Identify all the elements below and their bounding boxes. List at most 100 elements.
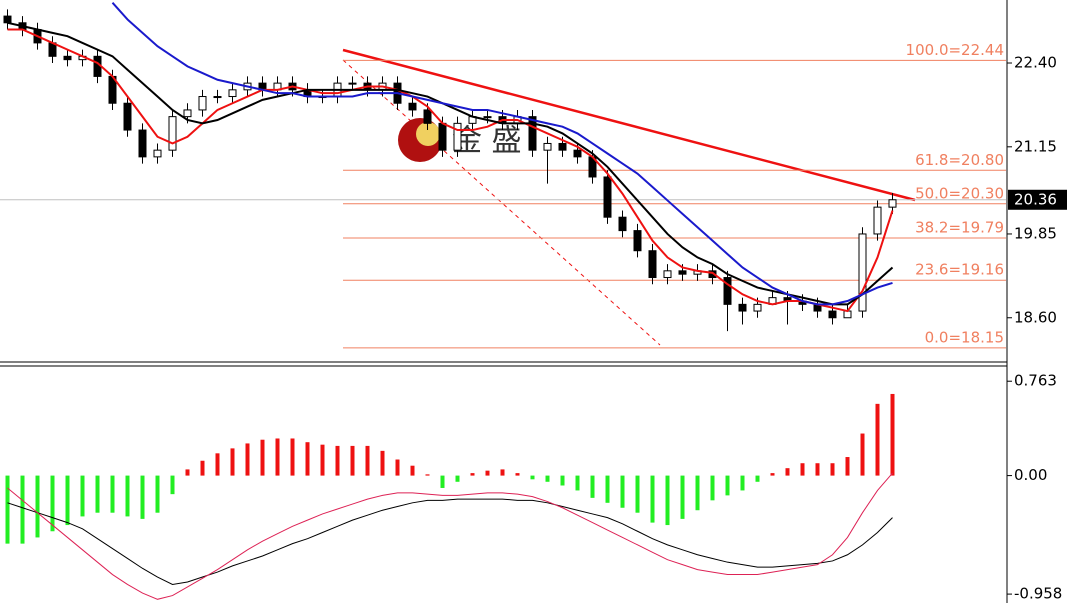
histogram-bar (725, 475, 730, 496)
series-line (7, 28, 894, 313)
candle-body (3, 15, 12, 24)
histogram-bar (290, 438, 295, 476)
histogram-bar (665, 475, 670, 526)
macd-panel (5, 393, 895, 600)
histogram-bar (440, 475, 445, 488)
candle-body (198, 96, 207, 111)
histogram-bar (95, 475, 100, 513)
watermark-text: 金 盛 (452, 124, 522, 159)
histogram-bar (365, 445, 370, 476)
histogram-bar (380, 450, 385, 476)
y-tick-label: 21.15 (1014, 137, 1057, 155)
candle-body (558, 142, 567, 151)
histogram-bar (875, 403, 880, 476)
histogram-bar (740, 475, 745, 491)
candle-body (573, 149, 582, 158)
candle-body (828, 310, 837, 319)
last-price-label: 20.36 (1014, 190, 1057, 208)
histogram-bar (305, 442, 310, 476)
histogram-bar (845, 457, 850, 476)
histogram-bar (455, 475, 460, 482)
histogram-bar (35, 475, 40, 538)
histogram-bar (65, 475, 70, 526)
histogram-bar (350, 445, 355, 476)
candle-body (873, 206, 882, 235)
candle-body (348, 82, 357, 85)
candle-body (543, 142, 552, 151)
y-tick-label: 19.85 (1014, 224, 1057, 242)
histogram-bar (425, 474, 430, 476)
histogram-bar (155, 475, 160, 513)
series-line (111, 2, 893, 306)
histogram-bar (800, 463, 805, 476)
candle-body (858, 233, 867, 312)
histogram-bar (515, 473, 520, 476)
candle-body (438, 122, 447, 151)
series-line (7, 498, 893, 585)
fib-label: 100.0=22.44 (906, 41, 1004, 59)
histogram-bar (650, 475, 655, 523)
histogram-bar (200, 460, 205, 476)
candle-body (63, 55, 72, 61)
candle-body (168, 116, 177, 151)
candle-body (633, 230, 642, 252)
histogram-bar (620, 475, 625, 508)
histogram-bar (500, 469, 505, 476)
logo-inner (416, 122, 440, 146)
fib-label: 23.6=19.16 (915, 261, 1004, 279)
histogram-bar (770, 473, 775, 476)
candle-body (483, 116, 492, 119)
histogram-bar (785, 468, 790, 476)
price-panel: 金 盛 100.0=22.44 61.8=20.80 50.0=20.30 38.2=… (0, 2, 1006, 349)
histogram-bar (695, 475, 700, 511)
histogram-bar (395, 459, 400, 476)
histogram-bar (635, 475, 640, 513)
histogram-bar (335, 445, 340, 476)
series-line (7, 21, 894, 306)
last-price-box (1008, 189, 1067, 210)
candle-body (138, 129, 147, 158)
trend-line (342, 48, 916, 202)
histogram-bar (275, 438, 280, 476)
histogram-bar (755, 475, 760, 482)
candle-body (528, 116, 537, 151)
candle-body (153, 149, 162, 158)
fib-label: 0.0=18.15 (925, 328, 1004, 346)
histogram-bar (710, 475, 715, 501)
histogram-bar (860, 433, 865, 476)
histogram-bar (545, 475, 550, 482)
watermark: 金 盛 (398, 118, 522, 162)
candle-body (618, 216, 627, 232)
candle-body (723, 277, 732, 305)
candle-body (708, 270, 717, 279)
candle-body (648, 250, 657, 279)
histogram-bar (560, 475, 565, 486)
candle-body (603, 176, 612, 218)
histogram-bar (830, 463, 835, 476)
histogram-bar (50, 475, 55, 532)
histogram-bar (260, 439, 265, 476)
histogram-bar (110, 475, 115, 513)
candle-body (408, 102, 417, 111)
histogram-bar (680, 475, 685, 519)
candle-body (888, 199, 897, 208)
histogram-bar (20, 475, 25, 544)
histogram-bar (245, 443, 250, 476)
candle-body (453, 122, 462, 151)
candle-body (183, 109, 192, 118)
candle-body (753, 303, 762, 312)
histogram-bar (590, 475, 595, 498)
candle-body (423, 109, 432, 124)
histogram-bar (470, 473, 475, 476)
histogram-bar (125, 475, 130, 517)
candle-body (213, 96, 222, 99)
histogram-bar (575, 475, 580, 491)
candle-body (678, 270, 687, 275)
candle-body (228, 89, 237, 98)
y-tick-label: -0.958 (1014, 585, 1062, 603)
fib-diagonal (342, 59, 661, 346)
fib-label: 61.8=20.80 (915, 151, 1004, 169)
